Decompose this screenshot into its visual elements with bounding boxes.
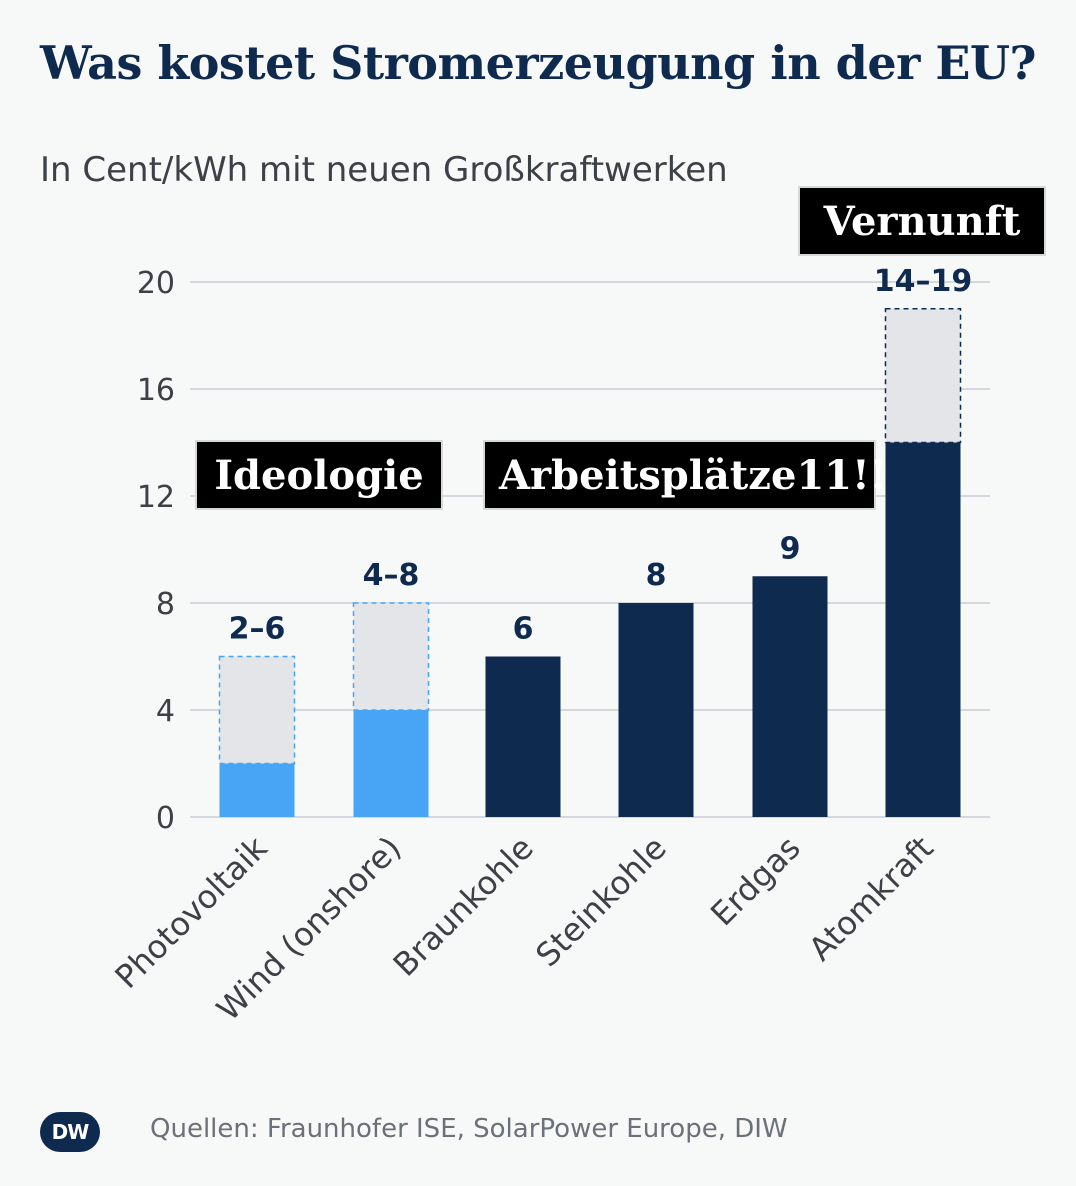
y-tick-label: 16 xyxy=(137,373,175,408)
y-tick-label: 20 xyxy=(137,266,175,301)
y-tick-label: 4 xyxy=(156,694,175,729)
y-tick-label: 0 xyxy=(156,801,175,836)
value-label: 8 xyxy=(646,558,667,593)
bar-atomkraft xyxy=(885,442,961,817)
bar-photovoltaik xyxy=(219,763,295,817)
value-label: 2–6 xyxy=(229,612,286,647)
bar-wind-onshore- xyxy=(353,710,429,817)
chart-subtitle: In Cent/kWh mit neuen Großkraftwerken xyxy=(40,150,728,190)
bar-range xyxy=(352,602,430,711)
chart-title: Was kostet Stromerzeugung in der EU? xyxy=(40,36,1036,90)
bar-range xyxy=(884,308,962,444)
value-label: 14–19 xyxy=(874,264,973,299)
bar-braunkohle xyxy=(485,656,561,817)
x-tick-label: Steinkohle xyxy=(528,829,673,974)
x-tick-label: Erdgas xyxy=(703,829,807,933)
bar-steinkohle xyxy=(618,603,694,817)
y-tick-label: 8 xyxy=(156,587,175,622)
value-label: 4–8 xyxy=(363,558,420,593)
x-tick-label: Atomkraft xyxy=(801,829,940,968)
bar-erdgas xyxy=(752,576,828,817)
value-label: 6 xyxy=(513,612,534,647)
y-tick-label: 12 xyxy=(137,480,175,515)
source-note: Quellen: Fraunhofer ISE, SolarPower Euro… xyxy=(150,1114,788,1144)
annotation-vernunft: Vernunft xyxy=(798,186,1046,256)
x-tick-label: Braunkohle xyxy=(386,829,541,984)
annotation-ideologie: Ideologie xyxy=(195,440,443,510)
dw-logo: DW xyxy=(40,1112,100,1152)
value-label: 9 xyxy=(780,531,801,566)
bar-range xyxy=(218,655,296,765)
annotation-arbeitsplaetze: Arbeitsplätze11!! xyxy=(483,440,887,510)
